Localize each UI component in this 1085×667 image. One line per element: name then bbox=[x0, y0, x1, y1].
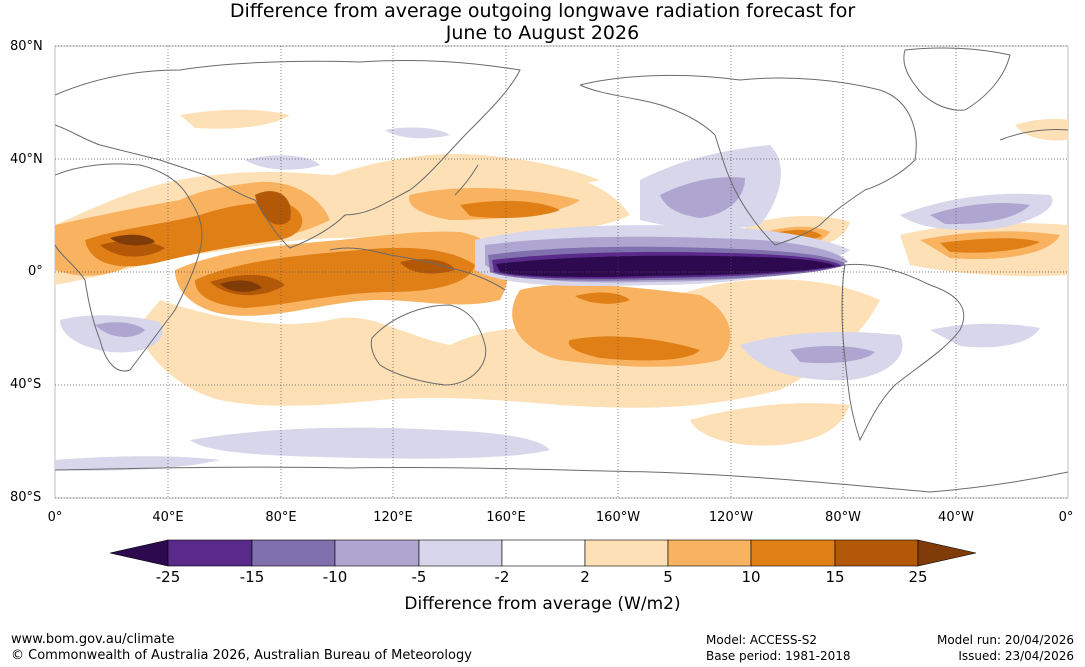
lon-label-120w: 120°W bbox=[708, 510, 754, 525]
anomaly-fields bbox=[55, 109, 1068, 471]
coastline-antarctica bbox=[55, 466, 1068, 493]
lon-label-80w: 80°W bbox=[825, 510, 861, 525]
negative-anomaly-light-far-south bbox=[55, 456, 220, 471]
lon-label-40e: 40°E bbox=[152, 510, 184, 525]
positive-anomaly-max-maritime bbox=[400, 259, 455, 274]
lon-label-160w: 160°W bbox=[595, 510, 641, 525]
lat-label-40n: 40°N bbox=[10, 152, 43, 167]
positive-anomaly-strong-sa bbox=[575, 292, 630, 304]
colorbar-arrow-high bbox=[917, 539, 977, 567]
colorbar-bin-3 bbox=[334, 539, 420, 567]
coastline-europe bbox=[999, 129, 1068, 141]
coastline-south-america bbox=[841, 263, 965, 442]
lon-label-40w: 40°W bbox=[938, 510, 974, 525]
positive-anomaly-max-asia bbox=[110, 234, 155, 246]
positive-anomaly-strong-atlantic bbox=[940, 238, 1040, 253]
lon-label-80e: 80°E bbox=[265, 510, 297, 525]
lat-label-80n: 80°N bbox=[10, 39, 43, 54]
coastline-africa bbox=[55, 163, 203, 372]
colorbar bbox=[109, 539, 977, 567]
colorbar-bin-5 bbox=[501, 539, 586, 567]
coastline-eurasia bbox=[55, 59, 521, 249]
coastline-australia bbox=[370, 304, 487, 386]
colorbar-bin-8 bbox=[750, 539, 836, 567]
coastline-japan bbox=[454, 164, 479, 196]
negative-anomaly-med-natl bbox=[930, 203, 1030, 225]
colorbar-bin-9 bbox=[834, 539, 919, 567]
negative-anomaly-light-north bbox=[385, 127, 450, 139]
colorbar-bin-1 bbox=[167, 539, 253, 567]
positive-anomaly-extreme-indian bbox=[220, 280, 262, 292]
positive-anomaly-strong-npac bbox=[460, 200, 560, 218]
coastline-north-america bbox=[579, 74, 917, 246]
lon-label-120e: 120°E bbox=[373, 510, 413, 525]
negative-anomaly-extreme-equatorial bbox=[496, 255, 836, 277]
negative-anomaly-light-satl bbox=[930, 323, 1040, 348]
coastline-indonesia bbox=[329, 247, 506, 291]
footer-website: www.bom.gov.au/climate bbox=[11, 632, 175, 647]
colorbar-arrow-low bbox=[109, 539, 169, 567]
negative-anomaly-med-sepac bbox=[790, 346, 875, 364]
lat-label-equator: 0° bbox=[28, 264, 43, 279]
negative-anomaly-light-southern bbox=[190, 427, 550, 459]
colorbar-tick: 15 bbox=[825, 568, 845, 586]
colorbar-bin-2 bbox=[251, 539, 336, 567]
graticule bbox=[55, 45, 1068, 499]
positive-anomaly-strong-pacific bbox=[568, 336, 700, 361]
positive-anomaly-light-southern-ocean bbox=[690, 403, 850, 446]
colorbar-tick: -2 bbox=[494, 568, 510, 586]
colorbar-tick: 10 bbox=[741, 568, 761, 586]
map-title-line-2: June to August 2026 bbox=[445, 22, 640, 44]
footer-base-period: Base period: 1981-2018 bbox=[706, 649, 851, 663]
colorbar-tick: 5 bbox=[663, 568, 673, 586]
positive-anomaly-light-north bbox=[180, 109, 290, 129]
colorbar-tick: -25 bbox=[155, 568, 181, 586]
coastlines bbox=[55, 47, 1068, 493]
footer-copyright: © Commonwealth of Australia 2026, Austra… bbox=[11, 648, 472, 663]
colorbar-bin-4 bbox=[418, 539, 503, 567]
colorbar-tick: -10 bbox=[322, 568, 348, 586]
colorbar-bin-6 bbox=[584, 539, 669, 567]
colorbar-tick: -15 bbox=[239, 568, 265, 586]
positive-anomaly-max-africa bbox=[100, 240, 165, 257]
colorbar-tick: -5 bbox=[411, 568, 427, 586]
coastline-greenland bbox=[903, 47, 1011, 111]
footer-model: Model: ACCESS-S2 bbox=[706, 633, 818, 647]
footer-model-run: Model run: 20/04/2026 bbox=[936, 633, 1074, 647]
map-title-line-1: Difference from average outgoing longwav… bbox=[229, 0, 856, 22]
positive-anomaly-light-north-pacific bbox=[320, 154, 600, 191]
lon-label-0-right: 0° bbox=[1058, 510, 1074, 525]
positive-anomaly-max-india bbox=[255, 191, 291, 225]
lat-label-80s: 80°S bbox=[10, 490, 42, 505]
colorbar-title: Difference from average (W/m2) bbox=[404, 594, 681, 614]
negative-anomaly-med-npac bbox=[660, 177, 745, 218]
lon-label-0: 0° bbox=[47, 510, 63, 525]
lon-label-160e: 160°E bbox=[486, 510, 526, 525]
lat-label-40s: 40°S bbox=[10, 377, 42, 392]
colorbar-bin-7 bbox=[667, 539, 752, 567]
footer-issued: Issued: 23/04/2026 bbox=[958, 649, 1074, 663]
colorbar-tick: 25 bbox=[908, 568, 928, 586]
colorbar-tick: 2 bbox=[580, 568, 590, 586]
negative-anomaly-med-saf bbox=[95, 322, 145, 337]
